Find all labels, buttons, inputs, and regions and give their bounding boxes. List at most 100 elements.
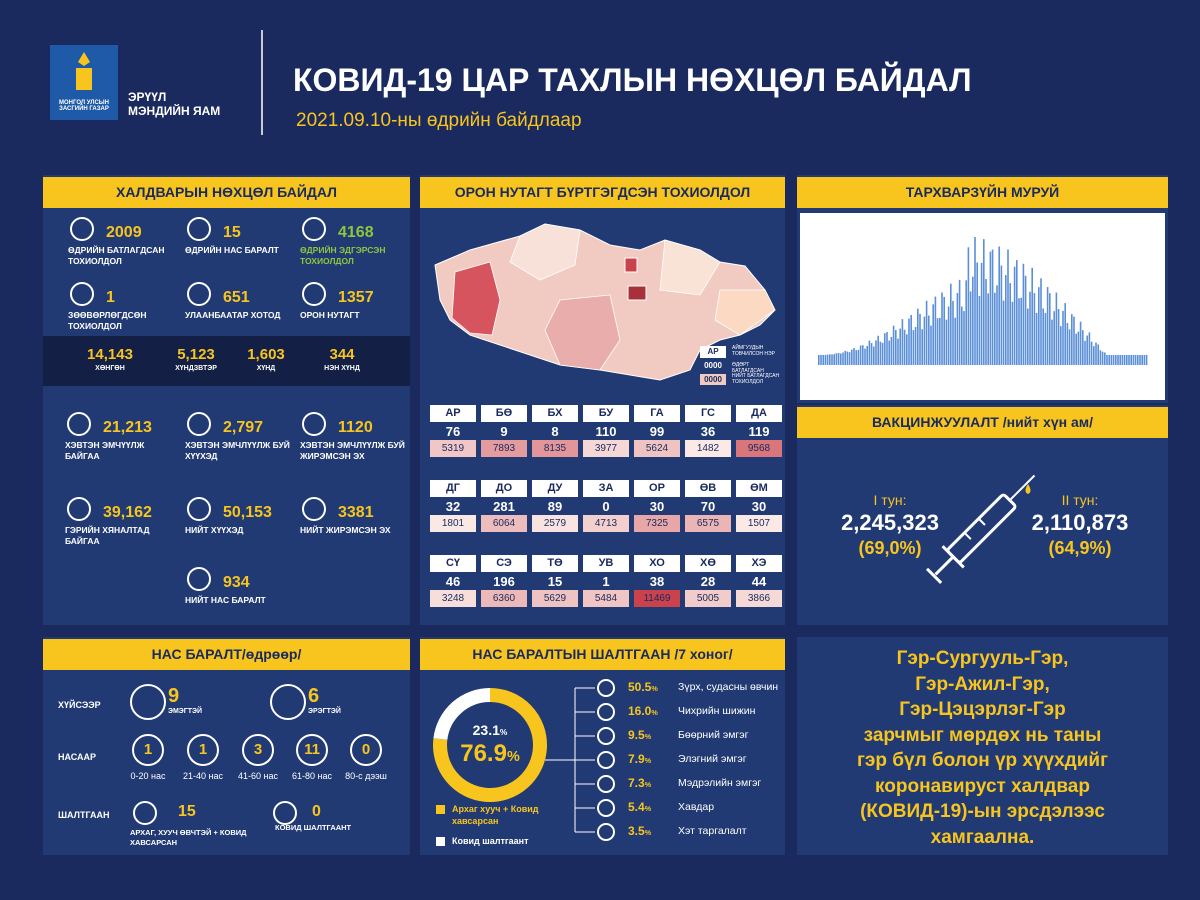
epi-bar	[1104, 352, 1106, 365]
region-daily: 76	[445, 424, 461, 439]
icon	[187, 567, 211, 591]
donut-value: 23.1%	[440, 722, 540, 738]
epi-bar	[1082, 330, 1084, 365]
epi-bar	[1112, 355, 1115, 365]
epi-bar	[881, 342, 884, 365]
epi-bar	[1049, 293, 1051, 365]
epi-bar	[991, 249, 994, 365]
message-line: (КОВИД-19)-ын эрсдэлээс	[860, 801, 1105, 822]
epi-bar	[980, 262, 983, 365]
epi-bar	[857, 349, 860, 365]
stat-value: 1357	[338, 289, 374, 306]
region-code: СҮ	[430, 555, 476, 572]
region-code: ХО	[634, 555, 680, 572]
epi-bar	[1132, 355, 1135, 365]
cause-percent-number: 7.9	[628, 752, 645, 766]
logo-text: МОНГОЛ УЛСЫН ЗАСГИЙН ГАЗАР	[59, 100, 109, 112]
region-total: 5484	[583, 590, 629, 607]
epi-bar	[1101, 351, 1104, 365]
region-daily: 8	[551, 424, 559, 439]
ministry: ЭРҮҮЛ	[128, 90, 167, 104]
epi-bar	[985, 279, 987, 365]
region-code: ДУ	[532, 480, 578, 497]
epi-bar	[983, 239, 985, 365]
region-daily: 70	[700, 499, 716, 514]
stat-value: 50,153	[223, 504, 272, 521]
region-code: ГА	[634, 405, 680, 422]
icon	[597, 679, 615, 697]
icon	[130, 684, 166, 720]
region-daily: 99	[649, 424, 665, 439]
region-total: 9568	[736, 440, 782, 457]
epi-bar	[1011, 301, 1014, 365]
epi-bar	[1143, 355, 1146, 365]
epi-bar	[820, 354, 822, 365]
epi-bar	[1002, 300, 1005, 365]
cause-percent: 3.5%	[628, 824, 651, 838]
syringe	[925, 474, 1036, 585]
epi-bar	[1086, 335, 1088, 365]
cause-percent: 9.5%	[628, 728, 651, 742]
age-value: 1	[198, 741, 208, 758]
region-code: БӨ	[481, 405, 527, 422]
region-daily: 28	[700, 574, 716, 589]
icon	[302, 217, 326, 241]
region-total: 3977	[583, 440, 629, 457]
epi-bar	[897, 338, 899, 365]
dose-label: I тун:	[873, 492, 907, 508]
epi-bar	[826, 354, 829, 365]
icon	[187, 217, 211, 241]
epi-bar	[1119, 355, 1121, 365]
region-daily: 44	[751, 574, 767, 589]
epi-bar	[888, 340, 890, 365]
cause-name: Хавдар	[678, 801, 715, 813]
region-code: СЭ	[481, 555, 527, 572]
cause-label: КОВИД ШАЛТГААНТ	[275, 823, 352, 832]
epi-bar	[1035, 312, 1038, 365]
cause-percent: 7.3%	[628, 776, 651, 790]
region-total: 4713	[583, 515, 629, 532]
epi-bar	[853, 348, 855, 365]
stat-value: 3381	[338, 504, 374, 521]
epi-bar	[870, 343, 873, 365]
region-total: 5005	[685, 590, 731, 607]
epi-bar	[877, 335, 879, 365]
epi-bar	[965, 280, 967, 365]
legend-label: Ковид шалтгаант	[452, 836, 529, 846]
message-line: Гэр-Цэцэрлэг-Гэр	[899, 699, 1066, 720]
epi-bar	[930, 325, 932, 365]
epi-bar	[1115, 355, 1117, 365]
legend-label: АЙМГУУДЫН ТОВЧИЛСОН НЭР	[732, 345, 775, 357]
severity-value: 5,123	[177, 346, 215, 363]
epi-bar	[1027, 308, 1029, 365]
epi-bar	[1079, 321, 1082, 365]
region-code: УВ	[583, 555, 629, 572]
epi-bar	[1024, 275, 1027, 365]
epi-bar	[939, 317, 941, 365]
cause-percent: 16.0%	[628, 704, 658, 718]
title: КОВИД-19 ЦАР ТАХЛЫН НӨХЦӨЛ БАЙДАЛ	[293, 62, 972, 98]
epi-bar	[1057, 309, 1060, 365]
cause-percent-unit: %	[644, 780, 652, 789]
epi-bar	[886, 332, 888, 365]
icon	[597, 727, 615, 745]
icon	[302, 282, 326, 306]
cause-percent-unit: %	[644, 756, 652, 765]
stat-label: ӨДРИЙН БАТЛАГДСАН ТОХИОЛДОЛ	[68, 245, 165, 266]
epi-bar	[1042, 308, 1044, 365]
stat-value: 39,162	[103, 504, 152, 521]
section-title: НАС БАРАЛТ/өдрөөр/	[43, 639, 410, 670]
region-daily: 36	[700, 424, 716, 439]
cause-percent-unit: %	[651, 684, 658, 693]
severity-label: ХҮНД	[256, 365, 276, 372]
donut-value-unit: %	[499, 727, 508, 737]
stat-value: 2,797	[223, 419, 264, 436]
region-code: ХӨ	[685, 555, 731, 572]
epi-bar	[906, 334, 908, 365]
epi-bar	[831, 354, 833, 365]
epi-bar	[1121, 355, 1124, 365]
epi-bar	[879, 341, 882, 365]
region-total: 3866	[736, 590, 782, 607]
map-region	[624, 257, 638, 273]
epi-bar	[1066, 323, 1069, 365]
